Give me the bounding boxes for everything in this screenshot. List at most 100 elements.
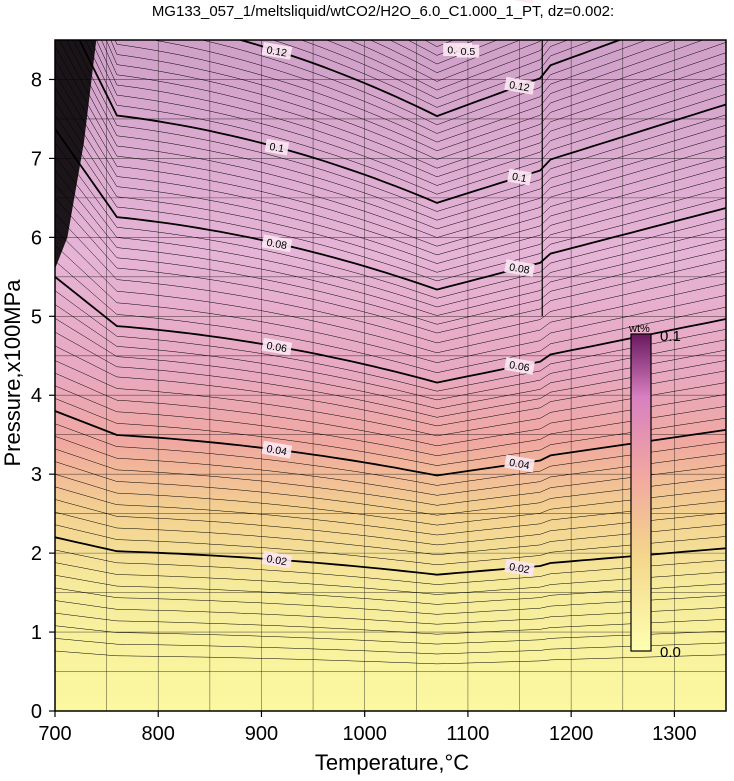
minor-contour-line	[55, 511, 726, 556]
y-tick-label: 6	[31, 227, 42, 249]
y-axis: 0 1 2 3 4 5 6 7 8	[31, 69, 55, 723]
minor-contour-line	[55, 290, 726, 392]
minor-contour-line	[55, 587, 726, 615]
major-contour-line	[237, 40, 623, 118]
major-contour-line	[55, 410, 726, 477]
plot-frame	[54, 39, 727, 712]
minor-contour-line	[55, 260, 726, 373]
contour-label-text: 0.06	[508, 359, 530, 374]
minor-contour-line	[66, 40, 726, 221]
minor-contour-line	[55, 385, 726, 456]
x-tick-label: 1200	[549, 723, 594, 745]
y-tick-label: 8	[31, 69, 42, 91]
minor-contour-line	[55, 600, 726, 625]
y-tick-label: 7	[31, 148, 42, 170]
minor-contour-line	[200, 40, 648, 126]
minor-contour-line	[55, 213, 726, 344]
colorbar-title: wt%	[628, 323, 650, 335]
minor-contour-line	[55, 114, 726, 282]
y-tick-label: 3	[31, 464, 42, 486]
minor-contour-line	[55, 549, 726, 585]
minor-contour-line	[55, 142, 726, 299]
contour-label: 0.02	[504, 558, 535, 577]
colorbar-min-label: 0.0	[660, 644, 681, 661]
minor-contour-line	[55, 562, 726, 595]
contour-label: 0.06	[504, 356, 535, 375]
y-tick-label: 0	[31, 701, 42, 723]
minor-contour-line	[90, 40, 726, 186]
minor-contour-line	[55, 156, 726, 308]
contour-label: 0.5	[456, 44, 480, 58]
minor-contour-line	[55, 499, 726, 546]
minor-contour-line	[55, 101, 726, 273]
y-axis-label: Pressure,x100MPa	[0, 279, 25, 467]
minor-contour-line	[55, 398, 726, 466]
contour-label: 0.04	[504, 454, 535, 473]
minor-contour-line	[55, 612, 726, 635]
minor-contour-line	[85, 40, 726, 195]
minor-contour-line	[55, 360, 726, 437]
minor-contour-line	[55, 197, 726, 334]
contour-label: 0.1	[264, 138, 290, 156]
minor-contour-line	[58, 40, 726, 230]
minor-contour-line	[55, 345, 726, 427]
contour-label-text: 0.04	[266, 443, 288, 458]
contour-label-text: 0.06	[266, 340, 288, 355]
contour-label: 0.14	[504, 0, 535, 4]
grid-lines	[55, 40, 726, 711]
contour-label: 0.06	[261, 337, 293, 356]
colorbar: wt% 0.1 0.0	[628, 323, 681, 661]
contour-label-text: 0.02	[508, 561, 530, 576]
minor-contour-line	[348, 40, 542, 82]
contour-label-text: 0.04	[508, 457, 530, 472]
y-tick-label: 5	[31, 306, 42, 328]
minor-contour-line	[55, 170, 726, 316]
contour-label: 0.1	[507, 168, 532, 186]
x-axis: 700 800 900 1000 1100 1200 1300	[38, 711, 697, 745]
minor-contour-line	[55, 638, 726, 655]
x-tick-label: 800	[142, 723, 175, 745]
y-tick-label: 2	[31, 543, 42, 565]
minor-contour-line	[55, 574, 726, 605]
minor-contour-line	[55, 59, 726, 247]
minor-contour-line	[55, 87, 726, 264]
colorbar-scale	[630, 333, 652, 652]
minor-contour-line	[55, 461, 726, 516]
contour-label-text: 0.12	[266, 44, 288, 59]
minor-contour-line	[55, 304, 726, 401]
minor-contour-line	[101, 40, 726, 169]
minor-contour-line	[114, 40, 704, 143]
x-axis-label: Temperature,°C	[315, 750, 469, 775]
contour-label-text: 0.08	[508, 261, 530, 276]
contour-label-text: 0.1	[511, 171, 528, 185]
contour-label-text: 0.14	[508, 0, 530, 3]
minor-contour-line	[55, 318, 726, 409]
contour-label: 0.08	[504, 259, 535, 278]
minor-contour-line	[55, 524, 726, 566]
colorbar-max-label: 0.1	[660, 328, 681, 345]
minor-contour-line	[55, 423, 726, 486]
x-tick-label: 1100	[446, 723, 489, 745]
y-tick-label: 4	[31, 385, 42, 407]
y-tick-label: 1	[31, 622, 42, 644]
minor-contour-line	[55, 486, 726, 536]
minor-contour-line	[55, 372, 726, 447]
minor-contour-line	[105, 40, 726, 160]
minor-contour-line	[55, 625, 726, 645]
contour-lines	[55, 40, 726, 665]
contour-labels: 0.020.040.060.080.10.120.140.160.180.20.…	[261, 0, 535, 577]
major-contour-line	[55, 276, 726, 384]
minor-contour-line	[55, 183, 726, 325]
minor-contour-line	[300, 40, 569, 99]
contour-label-text: 0.5	[461, 46, 476, 58]
minor-contour-line	[55, 229, 726, 354]
minor-contour-line	[55, 245, 726, 363]
dense-contour-region	[55, 40, 97, 269]
contour-label: 0.12	[261, 41, 293, 60]
x-tick-label: 900	[245, 723, 278, 745]
x-tick-label: 700	[38, 723, 71, 745]
contour-label: 0.04	[261, 440, 293, 459]
chart-title: MG133_057_1/meltsliquid/wtCO2/H2O_6.0_C1…	[152, 3, 614, 20]
minor-contour-line	[152, 40, 676, 134]
